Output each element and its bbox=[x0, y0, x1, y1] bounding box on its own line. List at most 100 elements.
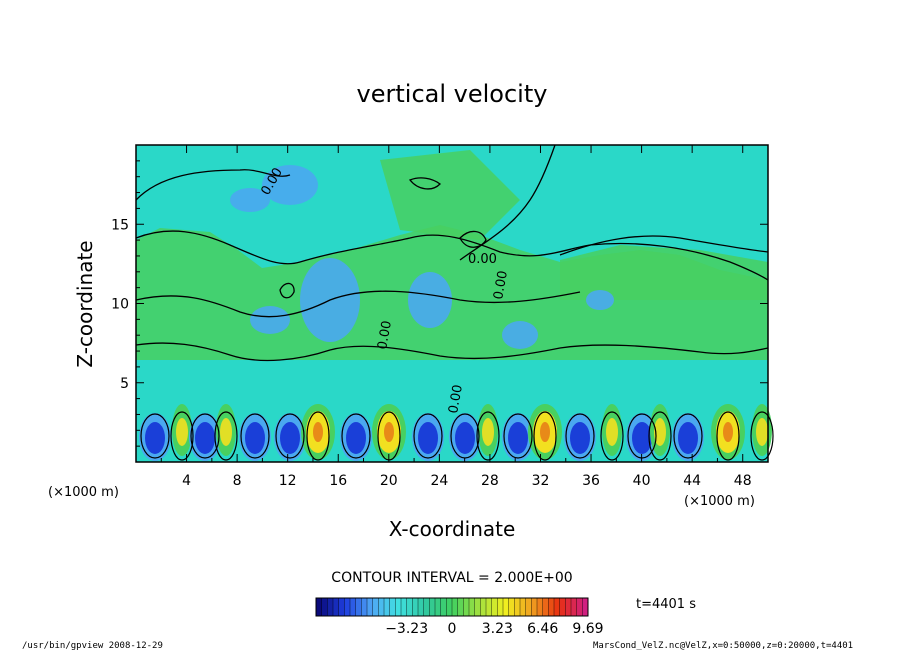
colorbar-segment bbox=[435, 598, 442, 616]
chart-title: vertical velocity bbox=[357, 80, 548, 108]
updraft-core bbox=[220, 418, 232, 446]
x-tick-label: 20 bbox=[380, 473, 398, 489]
contour-cell bbox=[503, 413, 533, 459]
colorbar-segment bbox=[429, 598, 436, 616]
colorbar-segment bbox=[378, 598, 385, 616]
contour-cell bbox=[533, 411, 557, 461]
updraft-core bbox=[176, 418, 188, 446]
colorbar-segment bbox=[367, 598, 374, 616]
colorbar-segment bbox=[321, 598, 328, 616]
updraft-core bbox=[606, 418, 618, 446]
x-axis-ticks: 4 8 12 16 20 24 28 32 36 40 44 48 bbox=[160, 145, 752, 489]
x-tick-label: 4 bbox=[182, 473, 191, 489]
colorbar-segment bbox=[531, 598, 538, 616]
colorbar-segment bbox=[571, 598, 578, 616]
colorbar-segment bbox=[384, 598, 391, 616]
colorbar-segment bbox=[395, 598, 402, 616]
updraft-max bbox=[723, 422, 733, 442]
x-axis-label: X-coordinate bbox=[389, 517, 516, 541]
contour-line bbox=[135, 230, 769, 281]
x-tick-label: 36 bbox=[582, 473, 600, 489]
colorbar-segment bbox=[316, 598, 323, 616]
contour-line bbox=[135, 290, 581, 318]
contour-cell bbox=[648, 411, 672, 461]
colorbar-segment bbox=[440, 598, 447, 616]
updraft-core bbox=[654, 418, 666, 446]
contour-cell bbox=[600, 411, 624, 461]
x-tick-label: 12 bbox=[279, 473, 297, 489]
colorbar-segment bbox=[469, 598, 476, 616]
contour-cell bbox=[190, 413, 220, 459]
colorbar-segment bbox=[491, 598, 498, 616]
updraft-core bbox=[756, 418, 768, 446]
x-tick-label: 32 bbox=[532, 473, 550, 489]
colorbar-segment bbox=[463, 598, 470, 616]
colorbar-segment bbox=[537, 598, 544, 616]
colorbar-segment bbox=[520, 598, 527, 616]
contour-line bbox=[135, 342, 769, 362]
y-axis-unit: (×1000 m) bbox=[48, 485, 119, 500]
colorbar-segment bbox=[554, 598, 561, 616]
updraft-core bbox=[482, 418, 494, 446]
contour-line bbox=[459, 230, 487, 248]
contour-cell bbox=[413, 413, 443, 459]
contour-value-label: 0.00 bbox=[491, 270, 511, 301]
contour-line bbox=[279, 282, 295, 299]
colorbar-tick-label: 6.46 bbox=[527, 621, 558, 637]
downdraft-core bbox=[280, 422, 300, 454]
updraft-region bbox=[560, 245, 768, 300]
colorbar bbox=[315, 598, 589, 616]
colorbar-segment bbox=[361, 598, 368, 616]
colorbar-tick-label: 0 bbox=[448, 621, 457, 637]
footer-right-text: MarsCond_VelZ.nc@VelZ,x=0:50000,z=0:2000… bbox=[593, 641, 854, 651]
colorbar-segment bbox=[344, 598, 351, 616]
downdraft-core bbox=[145, 422, 165, 454]
contour-line bbox=[408, 177, 441, 190]
colorbar-segment bbox=[582, 598, 589, 616]
colorbar-segment bbox=[406, 598, 413, 616]
colorbar-segment bbox=[446, 598, 453, 616]
contour-cell bbox=[275, 413, 305, 459]
downdraft-core bbox=[508, 422, 528, 454]
colorbar-tick-label: −3.23 bbox=[385, 621, 428, 637]
contour-cell bbox=[140, 413, 170, 459]
colorbar-segment bbox=[412, 598, 419, 616]
colorbar-segment bbox=[497, 598, 504, 616]
contour-labels: 0.000.000.000.000.00 bbox=[258, 165, 510, 414]
contour-cell bbox=[170, 411, 194, 461]
colorbar-segment bbox=[548, 598, 555, 616]
colorbar-segment bbox=[559, 598, 566, 616]
colorbar-segment bbox=[389, 598, 396, 616]
contour-cell bbox=[240, 413, 270, 459]
y-axis-ticks: 5 10 15 bbox=[111, 160, 768, 447]
contour-value-label: 0.00 bbox=[375, 320, 395, 351]
contour-cell bbox=[750, 411, 774, 461]
contour-cell bbox=[476, 411, 500, 461]
downdraft-core bbox=[455, 422, 475, 454]
colorbar-segment bbox=[372, 598, 379, 616]
footer-left-text: /usr/bin/gpview 2008-12-29 bbox=[22, 641, 163, 651]
colorbar-segment bbox=[355, 598, 362, 616]
downdraft-region bbox=[250, 306, 290, 334]
contour-line bbox=[135, 169, 291, 201]
x-tick-label: 28 bbox=[481, 473, 499, 489]
downdraft-core bbox=[678, 422, 698, 454]
contour-line bbox=[559, 235, 769, 256]
contour-value-label: 0.00 bbox=[446, 384, 466, 415]
time-label: t=4401 s bbox=[636, 597, 696, 612]
x-axis-unit: (×1000 m) bbox=[684, 494, 755, 509]
downdraft-core bbox=[346, 422, 366, 454]
colorbar-segment bbox=[401, 598, 408, 616]
colorbar-frame bbox=[315, 597, 589, 617]
y-axis-label: Z-coordinate bbox=[73, 240, 97, 367]
colorbar-segment bbox=[327, 598, 334, 616]
colorbar-tick-label: 9.69 bbox=[572, 621, 603, 637]
downdraft-core bbox=[245, 422, 265, 454]
colorbar-segment bbox=[576, 598, 583, 616]
colorbar-segment bbox=[565, 598, 572, 616]
colorbar-segment bbox=[508, 598, 515, 616]
downdraft-region bbox=[230, 188, 270, 212]
downdraft-region bbox=[408, 272, 452, 328]
colorbar-ticks: −3.23 0 3.23 6.46 9.69 bbox=[385, 621, 603, 637]
